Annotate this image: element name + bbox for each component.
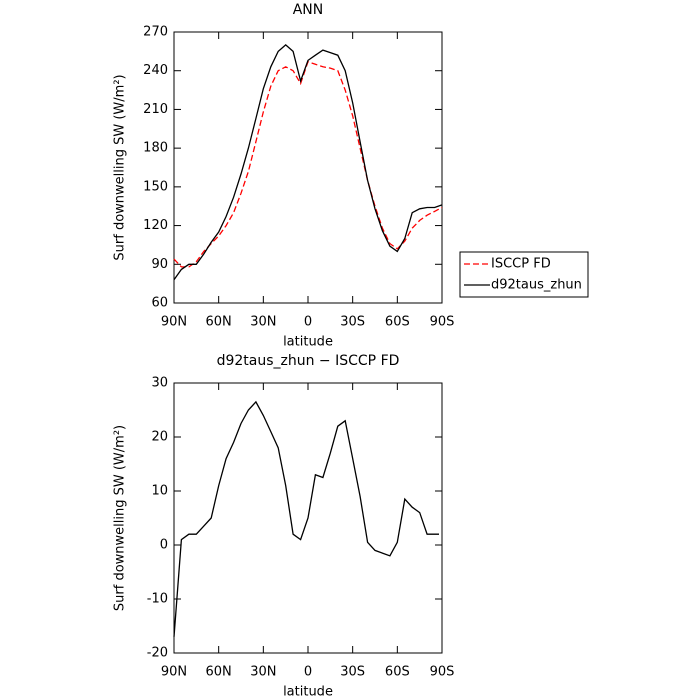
y-tick-label: 60 [151,296,168,311]
y-tick-label: -20 [147,646,168,661]
data-line [173,400,439,637]
legend-box [459,251,589,298]
data-line [173,44,443,281]
legend-label: ISCCP FD [491,257,551,272]
x-tick-label: 30S [340,665,365,680]
chart-title: ANN [293,2,324,18]
y-tick-label: 150 [143,179,168,194]
legend-label: d92taus_zhun [491,278,582,293]
y-axis-label: Surf downwelling SW (W/m²) [113,425,128,611]
x-tick-label: 60S [385,315,410,330]
data-line [173,60,443,268]
y-tick-label: 30 [151,376,168,391]
y-tick-label: 120 [143,218,168,233]
y-tick-label: 270 [143,25,168,40]
chart-title: d92taus_zhun − ISCCP FD [217,353,400,369]
x-tick-label: 60N [206,315,232,330]
x-tick-label: 60S [385,665,410,680]
y-axis-label: Surf downwelling SW (W/m²) [113,74,128,260]
y-tick-label: 210 [143,102,168,117]
y-tick-label: 180 [143,141,168,156]
plot-frame [173,31,443,304]
y-tick-label: 20 [151,430,168,445]
x-axis-label: latitude [283,685,333,700]
x-axis-label: latitude [283,335,333,350]
x-tick-label: 30S [340,315,365,330]
y-tick-label: 10 [151,484,168,499]
x-tick-label: 90S [430,315,455,330]
x-tick-label: 90N [161,665,187,680]
y-tick-label: -10 [147,592,168,607]
y-tick-label: 0 [160,538,168,553]
x-tick-label: 60N [206,665,232,680]
x-tick-label: 90S [430,665,455,680]
x-tick-label: 90N [161,315,187,330]
x-tick-label: 0 [304,665,312,680]
x-tick-label: 30N [250,315,276,330]
x-tick-label: 0 [304,315,312,330]
plot-frame [173,382,443,654]
y-tick-label: 90 [151,257,168,272]
y-tick-label: 240 [143,63,168,78]
x-tick-label: 30N [250,665,276,680]
